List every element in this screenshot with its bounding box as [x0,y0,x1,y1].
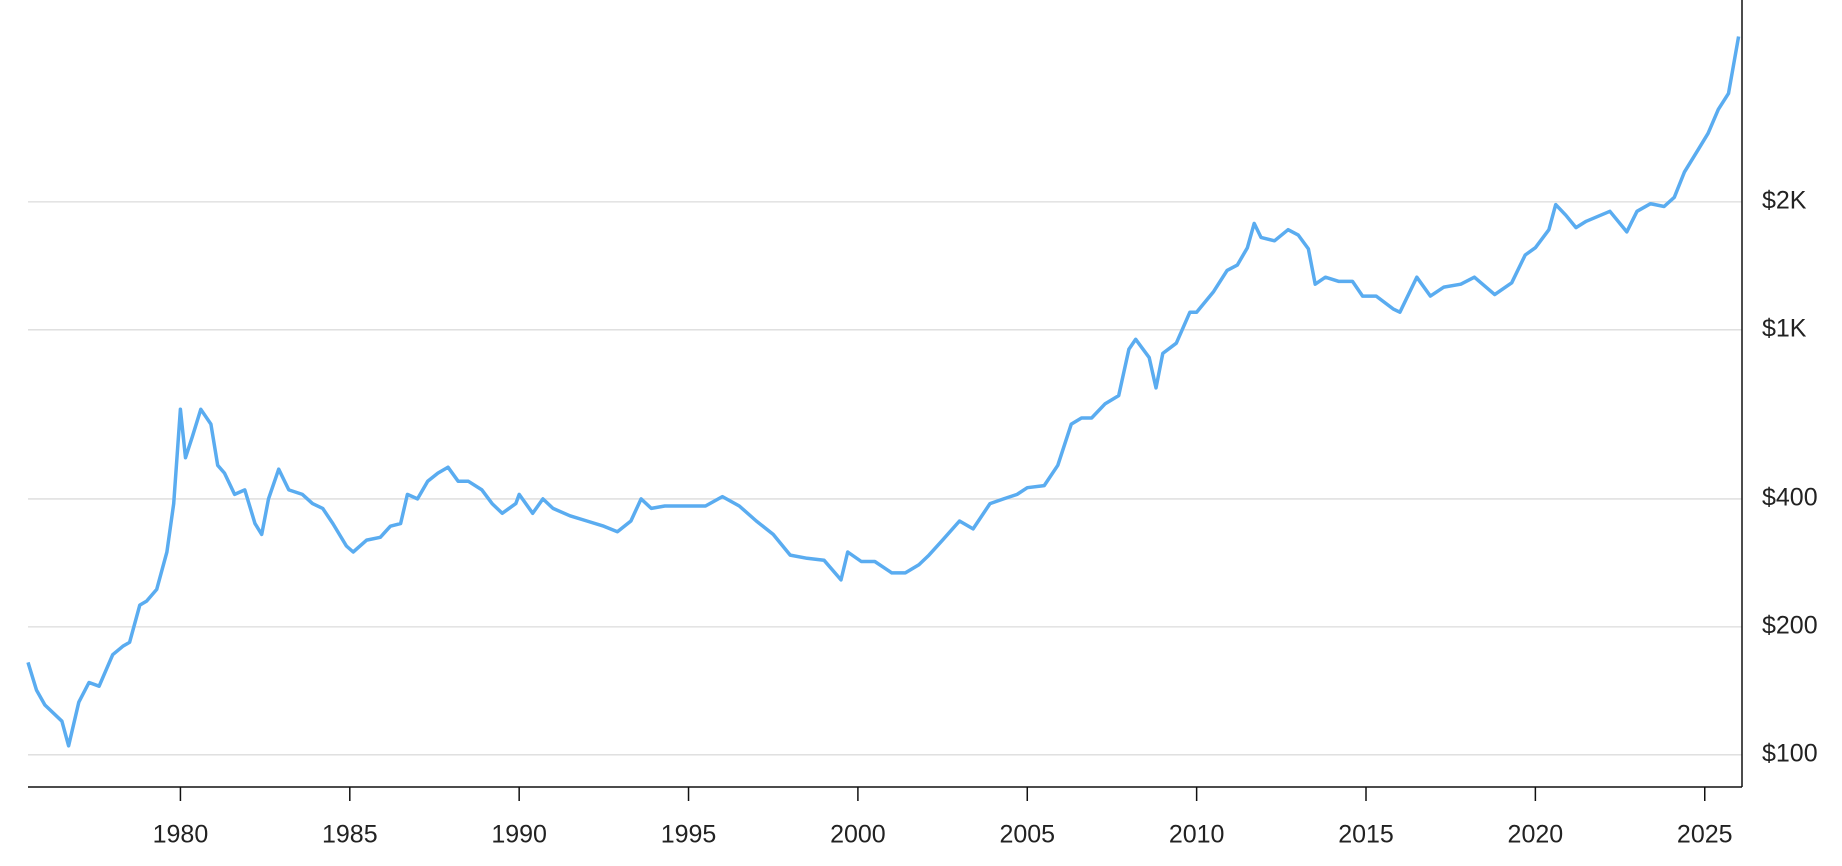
y-tick-label: $1K [1762,314,1807,342]
x-tick-label: 2005 [999,821,1055,849]
x-tick-label: 2015 [1338,821,1394,849]
x-tick-label: 1985 [322,821,378,849]
y-tick-label: $100 [1762,739,1818,767]
price-line [26,36,1741,748]
x-tick-label: 1980 [153,821,209,849]
x-tick-label: 1995 [661,821,717,849]
y-tick-label: $2K [1762,186,1807,214]
x-tick-label: 2025 [1677,821,1733,849]
y-tick-label: $200 [1762,611,1818,639]
x-tick-label: 2010 [1169,821,1225,849]
x-tick-label: 2020 [1508,821,1564,849]
x-tick-label: 2000 [830,821,886,849]
x-tick-label: 1990 [491,821,547,849]
y-tick-label: $400 [1762,484,1818,512]
